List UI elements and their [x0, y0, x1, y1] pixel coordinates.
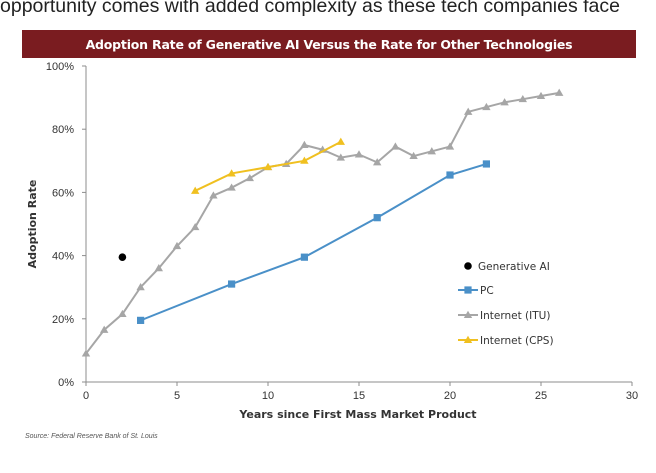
x-tick-label: 0 — [83, 390, 89, 402]
legend-entry-pc: PC — [458, 285, 494, 297]
data-point-internet-itu — [354, 150, 364, 158]
x-tick-label: 10 — [262, 390, 274, 402]
x-tick-label: 20 — [444, 390, 456, 402]
x-tick-label: 5 — [174, 390, 180, 402]
legend-marker — [463, 335, 473, 343]
data-point-internet-itu — [209, 191, 218, 199]
legend-label: Generative AI — [478, 261, 550, 273]
data-point-internet-itu — [536, 91, 546, 100]
y-axis-label: Adoption Rate — [26, 180, 39, 269]
y-tick-label: 0% — [58, 377, 74, 389]
legend-entry-internet-cps: Internet (CPS) — [458, 335, 554, 347]
legend-marker — [464, 286, 472, 294]
legend-marker — [464, 262, 472, 270]
data-point-internet-itu — [373, 158, 382, 166]
data-point-internet-itu — [427, 147, 436, 155]
data-point-internet-itu — [191, 222, 200, 231]
legend-entry-internet-itu: Internet (ITU) — [458, 310, 550, 322]
top-text-fragment: opportunity comes with added complexity … — [0, 0, 621, 17]
data-point-internet-itu — [100, 325, 109, 333]
data-point-internet-itu — [555, 88, 564, 96]
data-point-pc — [137, 316, 145, 324]
x-axis-label: Years since First Mass Market Product — [238, 408, 476, 421]
data-point-internet-itu — [172, 241, 182, 250]
series-internet-itu — [81, 88, 564, 357]
data-point-internet-itu — [445, 142, 455, 150]
data-point-pc — [446, 171, 454, 179]
data-point-internet-itu — [482, 102, 491, 111]
data-point-internet-cps — [300, 156, 309, 164]
series-pc — [137, 160, 490, 324]
data-point-pc — [482, 160, 490, 168]
chart-legend: Generative AI PC Internet (ITU) Internet (C… — [458, 261, 554, 347]
chart-series — [81, 88, 564, 357]
data-point-internet-itu — [300, 140, 309, 148]
data-point-internet-cps — [336, 137, 345, 145]
legend-label: PC — [480, 285, 494, 297]
data-point-internet-itu — [518, 94, 527, 103]
data-point-internet-itu — [81, 349, 91, 357]
chart-axes: 0 5 10 15 20 25 30 0% 20% 40% 60% 80% 100% — [46, 61, 638, 402]
legend-marker — [463, 310, 473, 318]
data-point-internet-itu — [336, 153, 345, 161]
series-generative-ai — [118, 253, 127, 261]
data-point-internet-itu — [118, 309, 127, 318]
data-point-internet-itu — [245, 173, 254, 182]
data-point-internet-itu — [391, 142, 400, 150]
y-tick-label: 60% — [52, 187, 74, 199]
y-tick-label: 20% — [52, 314, 74, 326]
series-internet-cps — [191, 137, 345, 194]
data-point-internet-itu — [154, 264, 163, 272]
data-point-pc — [228, 280, 236, 288]
data-point-internet-cps — [227, 169, 236, 177]
legend-label: Internet (ITU) — [480, 310, 550, 322]
y-tick-label: 100% — [46, 61, 74, 73]
data-point-internet-itu — [409, 151, 418, 160]
x-tick-label: 30 — [626, 390, 638, 402]
data-point-internet-itu — [464, 107, 473, 115]
data-point-generative-ai — [118, 253, 127, 261]
chart-title: Adoption Rate of Generative AI Versus th… — [85, 36, 573, 52]
chart-title-banner: Adoption Rate of Generative AI Versus th… — [22, 30, 636, 58]
x-tick-label: 25 — [535, 390, 547, 402]
data-point-internet-itu — [136, 283, 145, 291]
data-point-internet-itu — [500, 98, 509, 106]
data-point-pc — [300, 253, 308, 261]
legend-label: Internet (CPS) — [480, 335, 554, 347]
data-point-internet-cps — [191, 186, 200, 194]
x-tick-label: 15 — [353, 390, 365, 402]
data-point-internet-cps — [263, 162, 273, 171]
y-tick-label: 80% — [52, 124, 74, 136]
source-note: Source: Federal Reserve Bank of St. Loui… — [25, 433, 158, 440]
series-line-pc — [140, 163, 487, 322]
data-point-internet-itu — [227, 183, 236, 191]
y-tick-label: 40% — [52, 251, 74, 263]
legend-entry-generative-ai: Generative AI — [464, 261, 550, 273]
data-point-pc — [373, 214, 381, 222]
